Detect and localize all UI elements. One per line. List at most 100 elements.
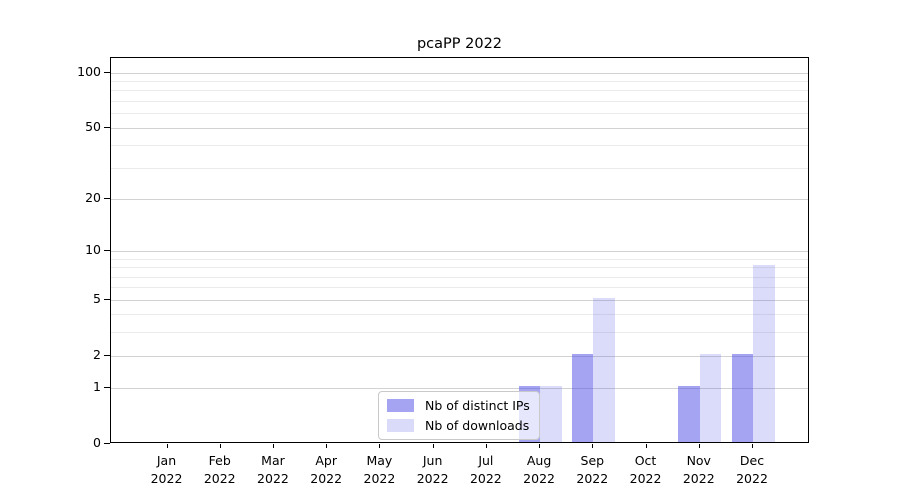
- minor-gridline: [111, 145, 808, 147]
- legend-label-distinct-ips: Nb of distinct IPs: [425, 398, 530, 413]
- legend: Nb of distinct IPs Nb of downloads: [378, 391, 540, 440]
- bar-downloads-sep: [593, 297, 615, 442]
- y-tick-label: 50: [85, 118, 101, 134]
- x-tick-mark: [379, 444, 381, 448]
- x-month-label: May: [366, 453, 393, 468]
- x-tick-mark: [645, 444, 647, 448]
- x-tick-mark: [219, 444, 221, 448]
- x-month-label: Jun: [422, 453, 443, 468]
- x-tick-mark: [752, 444, 753, 448]
- bar-downloads-dec: [753, 265, 775, 442]
- x-tick-label-oct: Oct 2022: [619, 452, 673, 487]
- x-tick-label-jan: Jan 2022: [140, 452, 194, 487]
- x-year-label: 2022: [310, 470, 343, 486]
- x-month-label: Jul: [478, 453, 494, 468]
- y-tick-label: 1: [93, 379, 101, 395]
- legend-swatch-distinct-ips: [387, 399, 414, 412]
- minor-gridline: [111, 287, 808, 289]
- minor-gridline: [111, 276, 808, 278]
- x-month-label: Jan: [156, 453, 177, 468]
- y-tick-label: 0: [93, 435, 101, 450]
- major-gridline: [111, 388, 808, 390]
- x-tick-label-apr: Apr 2022: [299, 452, 353, 487]
- x-year-label: 2022: [682, 470, 715, 486]
- x-year-label: 2022: [629, 470, 662, 486]
- x-tick-label-feb: Feb 2022: [193, 452, 247, 487]
- major-gridline: [111, 72, 808, 74]
- x-tick-mark: [166, 444, 168, 448]
- x-tick-label-nov: Nov 2022: [672, 452, 726, 487]
- bar-distinct-ips-nov: [678, 386, 700, 442]
- minor-gridline: [111, 314, 808, 316]
- bar-distinct-ips-sep: [571, 353, 594, 442]
- x-month-label: Mar: [261, 453, 285, 468]
- x-month-label: Apr: [315, 453, 337, 468]
- x-month-label: Sep: [580, 453, 605, 468]
- y-tick-mark: [104, 250, 110, 251]
- x-tick-mark: [485, 444, 487, 448]
- x-tick-label-sep: Sep 2022: [565, 452, 619, 487]
- x-year-label: 2022: [576, 470, 609, 486]
- y-tick-mark: [104, 126, 110, 128]
- grid-layer: [111, 58, 808, 442]
- major-gridline: [111, 127, 808, 129]
- x-tick-mark: [326, 444, 328, 448]
- bar-downloads-aug: [540, 386, 562, 442]
- x-tick-mark: [272, 444, 274, 448]
- x-tick-mark: [539, 444, 541, 448]
- x-tick-label-dec: Dec 2022: [725, 452, 779, 487]
- minor-gridline: [111, 100, 808, 102]
- y-tick-mark: [104, 298, 110, 300]
- legend-label-downloads: Nb of downloads: [425, 418, 530, 433]
- y-tick-mark: [104, 354, 110, 356]
- minor-gridline: [111, 80, 808, 82]
- legend-item-distinct-ips: Nb of distinct IPs: [387, 397, 530, 414]
- x-tick-label-jul: Jul 2022: [459, 452, 513, 487]
- x-year-label: 2022: [203, 470, 236, 486]
- y-tick-label: 10: [85, 242, 101, 257]
- bars-layer: [111, 58, 808, 442]
- x-month-label: Dec: [739, 453, 765, 468]
- x-year-label: 2022: [363, 470, 396, 486]
- bar-downloads-nov: [699, 353, 722, 442]
- x-year-label: 2022: [150, 470, 183, 486]
- x-tick-label-may: May 2022: [352, 452, 406, 487]
- y-tick-label: 5: [93, 290, 101, 306]
- x-year-label: 2022: [736, 470, 768, 486]
- x-year-label: 2022: [469, 470, 502, 486]
- x-month-label: Oct: [634, 453, 657, 468]
- x-tick-label-mar: Mar 2022: [246, 452, 300, 487]
- minor-gridline: [111, 258, 808, 260]
- x-month-label: Aug: [526, 453, 552, 468]
- x-tick-mark: [592, 444, 594, 448]
- x-tick-label-jun: Jun 2022: [406, 452, 460, 487]
- legend-item-downloads: Nb of downloads: [387, 417, 530, 434]
- x-month-label: Nov: [686, 453, 711, 468]
- major-gridline: [111, 251, 808, 252]
- x-tick-mark: [432, 444, 434, 448]
- y-tick-label: 100: [77, 63, 101, 79]
- y-tick-label: 2: [93, 346, 101, 362]
- x-month-label: Feb: [208, 453, 231, 468]
- chart-title: pcaPP 2022: [416, 36, 503, 52]
- minor-gridline: [111, 167, 808, 169]
- major-gridline: [111, 355, 808, 357]
- x-year-label: 2022: [257, 470, 289, 486]
- major-gridline: [111, 299, 808, 301]
- minor-gridline: [111, 113, 808, 115]
- y-tick-mark: [104, 197, 110, 199]
- y-tick-mark: [104, 71, 110, 73]
- plot-area: [110, 57, 809, 443]
- x-tick-label-aug: Aug 2022: [512, 452, 566, 487]
- x-tick-mark: [698, 444, 700, 448]
- minor-gridline: [111, 332, 808, 334]
- bar-distinct-ips-dec: [731, 353, 753, 442]
- x-year-label: 2022: [523, 470, 555, 486]
- y-tick-label: 20: [85, 189, 101, 205]
- legend-swatch-downloads: [387, 419, 414, 432]
- y-tick-mark: [104, 443, 110, 444]
- minor-gridline: [111, 90, 808, 92]
- minor-gridline: [111, 267, 808, 269]
- y-tick-mark: [104, 387, 110, 389]
